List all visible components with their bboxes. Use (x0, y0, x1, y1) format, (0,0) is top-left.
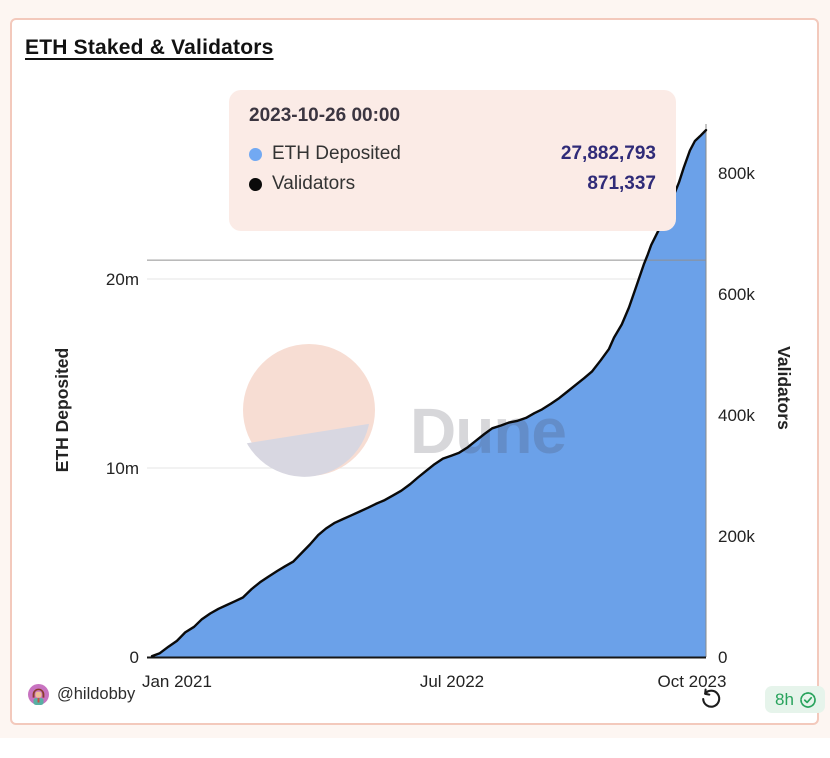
left-axis-tick-label: 20m (106, 270, 139, 289)
left-axis-tick-label: 0 (130, 648, 139, 667)
x-axis-tick-label: Jul 2022 (420, 672, 484, 691)
legend-label: ETH Deposited (272, 143, 401, 164)
legend-value: 871,337 (587, 173, 656, 194)
legend-row-eth-deposited: ETH Deposited 27,882,793 (249, 139, 656, 169)
right-axis-title: Validators (774, 346, 794, 430)
page-root: ETH Staked & Validators Dune 0 10m 20m ETH D… (0, 0, 830, 738)
data-freshness-badge[interactable]: 8h (765, 686, 825, 713)
tooltip-timestamp: 2023-10-26 00:00 (249, 105, 401, 126)
dashboard-card: ETH Staked & Validators Dune 0 10m 20m ETH D… (10, 18, 825, 725)
right-axis-tick-label: 800k (718, 164, 755, 183)
eth-deposited-area-series (152, 130, 706, 658)
author-handle: @hildobby (57, 685, 136, 703)
left-axis-title: ETH Deposited (52, 348, 72, 472)
validators-line-series (150, 128, 708, 658)
eth-deposited-series-dot-icon (249, 147, 262, 161)
author-avatar-icon (28, 684, 49, 705)
legend-value: 27,882,793 (560, 143, 656, 164)
x-axis-tick-label: Jan 2021 (142, 672, 212, 691)
validators-series-dot-icon (249, 177, 262, 191)
author-link[interactable]: @hildobby (28, 684, 135, 705)
x-axis-tick-label: Oct 2023 (657, 672, 726, 691)
page-title[interactable]: ETH Staked & Validators (25, 36, 274, 59)
right-axis-tick-label: 600k (718, 285, 755, 304)
verified-check-icon (800, 691, 816, 708)
left-axis-tick-label: 10m (106, 459, 139, 478)
chart-tooltip: 2023-10-26 00:00 ETH Deposited 27,882,79… (229, 90, 676, 231)
dune-watermark-logo-segment (228, 419, 380, 487)
refresh-button[interactable] (698, 688, 722, 712)
right-axis-tick-label: 400k (718, 406, 755, 425)
rotate-ccw-icon (702, 688, 721, 708)
legend-row-validators: Validators 871,337 (249, 169, 656, 199)
right-axis-tick-label: 200k (718, 527, 755, 546)
age-badge-label: 8h (775, 689, 794, 709)
legend-label: Validators (272, 173, 356, 194)
right-axis-tick-label: 0 (718, 648, 727, 667)
